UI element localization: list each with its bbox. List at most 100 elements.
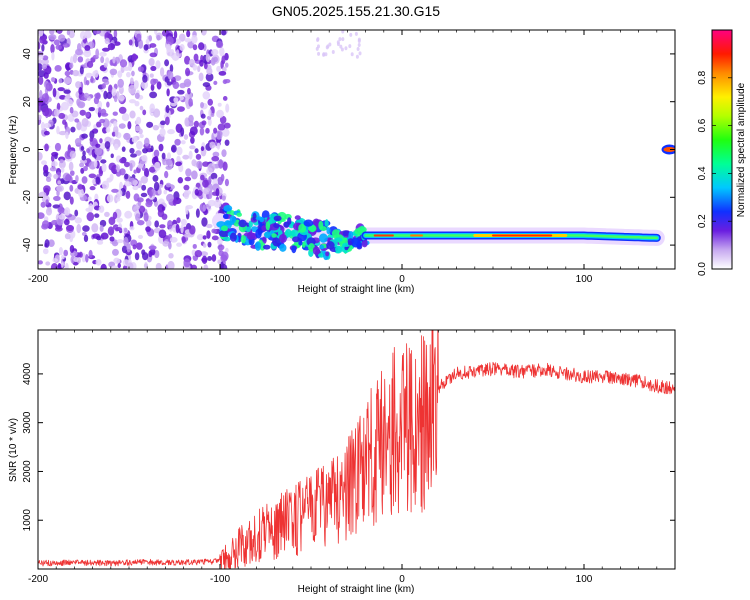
noise-speckle: [113, 257, 121, 264]
noise-speckle: [195, 153, 202, 160]
noise-speckle: [42, 107, 50, 117]
noise-speckle: [70, 126, 76, 133]
track-blob: [262, 244, 271, 250]
noise-speckle: [325, 45, 329, 50]
noise-speckle: [123, 227, 128, 233]
noise-speckle: [104, 141, 111, 150]
noise-speckle: [176, 217, 181, 224]
noise-speckle: [350, 52, 354, 57]
noise-speckle: [108, 216, 116, 226]
noise-speckle: [86, 211, 95, 222]
noise-speckle: [222, 95, 228, 101]
noise-speckle: [340, 47, 344, 52]
noise-speckle: [165, 158, 173, 166]
noise-speckle: [38, 41, 41, 50]
track-blob: [223, 205, 233, 212]
noise-speckle: [130, 153, 137, 158]
noise-speckle: [85, 111, 90, 118]
noise-speckle: [183, 184, 190, 191]
noise-speckle: [202, 82, 211, 88]
noise-speckle: [207, 98, 214, 106]
noise-speckle: [65, 262, 69, 269]
noise-speckle: [194, 148, 199, 154]
noise-speckle: [135, 116, 142, 125]
noise-speckle: [328, 42, 332, 47]
noise-speckle: [62, 119, 67, 125]
noise-speckle: [145, 219, 152, 227]
noise-speckle: [96, 240, 104, 245]
track-blob: [294, 215, 301, 220]
noise-speckle: [207, 118, 212, 126]
noise-speckle: [159, 224, 166, 229]
noise-speckle: [124, 210, 133, 219]
noise-speckle: [135, 213, 141, 222]
noise-speckle: [99, 118, 106, 124]
noise-speckle: [172, 197, 177, 206]
noise-speckle: [202, 204, 206, 212]
x-tick-label: -100: [210, 574, 230, 585]
noise-speckle: [58, 214, 66, 220]
noise-speckle: [140, 175, 148, 184]
track-blob: [246, 232, 256, 240]
noise-speckle: [52, 204, 61, 209]
track-blob: [261, 225, 267, 232]
track-blob: [298, 223, 307, 233]
noise-speckle: [224, 79, 231, 84]
noise-speckle: [107, 226, 115, 236]
noise-speckle: [211, 49, 219, 56]
noise-speckle: [336, 42, 340, 47]
noise-speckle: [117, 70, 123, 78]
noise-speckle: [317, 51, 321, 56]
noise-speckle: [355, 54, 359, 59]
noise-speckle: [60, 178, 65, 184]
noise-speckle: [101, 78, 109, 83]
noise-speckle: [119, 59, 128, 68]
noise-speckle: [195, 208, 200, 218]
noise-speckle: [56, 30, 63, 34]
noise-speckle: [183, 134, 189, 140]
noise-speckle: [223, 122, 231, 129]
noise-speckle: [113, 95, 118, 103]
noise-speckle: [142, 109, 147, 116]
noise-speckle: [113, 120, 118, 128]
track-blob: [218, 230, 229, 238]
noise-speckle: [134, 100, 140, 107]
noise-speckle: [179, 43, 185, 51]
noise-speckle: [43, 130, 50, 136]
noise-speckle: [224, 139, 230, 146]
noise-speckle: [121, 245, 128, 254]
noise-speckle: [79, 162, 85, 168]
noise-speckle: [199, 59, 204, 67]
y-tick-label: 4000: [22, 362, 33, 385]
noise-speckle: [45, 207, 53, 216]
noise-speckle: [103, 90, 108, 100]
noise-speckle: [173, 75, 182, 81]
noise-speckle: [45, 176, 52, 183]
noise-speckle: [154, 249, 160, 259]
noise-speckle: [38, 103, 42, 113]
noise-speckle: [173, 97, 179, 103]
noise-speckle: [145, 38, 150, 45]
noise-speckle: [166, 152, 171, 160]
noise-speckle: [211, 228, 217, 234]
noise-speckle: [172, 81, 180, 89]
noise-speckle: [76, 121, 82, 131]
noise-speckle: [149, 43, 157, 48]
x-tick-label: -200: [28, 574, 48, 585]
noise-speckle: [183, 190, 190, 200]
noise-speckle: [192, 44, 198, 51]
noise-speckle: [42, 55, 49, 61]
noise-speckle: [87, 196, 92, 201]
noise-speckle: [124, 181, 132, 187]
noise-speckle: [93, 30, 102, 35]
noise-speckle: [105, 127, 111, 133]
noise-speckle: [94, 213, 100, 218]
noise-speckle: [150, 83, 155, 92]
noise-speckle: [191, 159, 197, 167]
noise-speckle: [89, 137, 94, 142]
track-blob: [248, 220, 253, 228]
noise-speckle: [178, 33, 186, 42]
noise-speckle: [153, 149, 160, 158]
noise-speckle: [64, 70, 71, 77]
